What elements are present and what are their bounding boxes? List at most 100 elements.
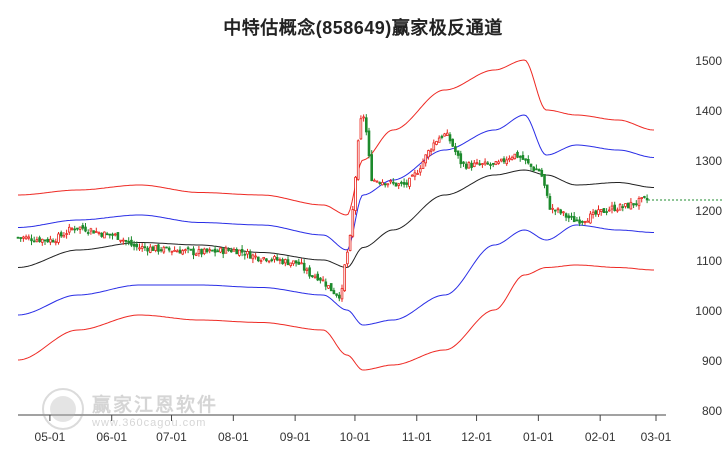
candle-body — [167, 247, 171, 251]
candle-body — [483, 161, 487, 165]
candle-body — [181, 250, 185, 255]
candle-body — [281, 259, 284, 265]
candle-body — [516, 151, 519, 158]
candle-body — [97, 232, 101, 235]
band-inner-lower-line — [17, 224, 654, 326]
candle-body — [140, 246, 144, 249]
candle-body — [599, 209, 603, 212]
candle-body — [562, 211, 565, 214]
y-tick-label: 1400 — [695, 104, 722, 118]
candle-body — [278, 259, 282, 261]
candle-body — [232, 249, 236, 252]
candle-body — [151, 246, 155, 251]
candle-body — [559, 209, 562, 214]
candle-body — [197, 249, 201, 254]
candle-body — [184, 249, 187, 252]
candle-body — [200, 248, 203, 255]
candle-body — [135, 243, 139, 248]
candle-body — [437, 137, 441, 143]
candle-body — [76, 227, 79, 230]
candle-body — [618, 204, 622, 211]
candle-body — [286, 259, 290, 266]
candle-body — [497, 161, 500, 164]
candle-body — [575, 219, 579, 222]
candle-body — [362, 116, 365, 119]
candle-body — [462, 161, 465, 164]
candle-body — [103, 231, 106, 239]
candle-body — [208, 249, 212, 252]
candle-body — [68, 226, 71, 233]
candle-body — [267, 260, 271, 263]
candle-body — [594, 210, 598, 215]
x-tick-label: 10-01 — [340, 430, 371, 444]
x-tick-label: 11-01 — [402, 430, 432, 444]
candle-body — [159, 249, 163, 252]
y-tick-label: 800 — [702, 404, 722, 418]
candle-body — [348, 235, 352, 251]
candle-body — [629, 201, 633, 210]
candle-body — [259, 260, 263, 263]
candle-body — [616, 209, 619, 212]
candle-body — [57, 233, 60, 243]
candle-body — [243, 253, 247, 256]
candle-body — [359, 118, 363, 140]
candle-body — [86, 232, 90, 234]
candle-body — [62, 234, 66, 238]
candle-body — [343, 264, 346, 291]
candle-body — [127, 240, 131, 243]
candle-body — [59, 232, 63, 237]
candle-body — [429, 149, 433, 152]
candle-body — [354, 176, 357, 211]
candle-body — [491, 162, 495, 165]
candle-body — [556, 208, 560, 211]
x-tick-label: 01-01 — [523, 430, 554, 444]
candle-body — [310, 275, 314, 277]
candle-body — [170, 250, 174, 253]
x-tick-label: 08-01 — [218, 430, 249, 444]
candle-body — [543, 174, 546, 186]
candle-body — [383, 183, 387, 186]
candle-body — [578, 219, 581, 224]
candle-body — [502, 158, 506, 163]
candle-body — [413, 172, 417, 177]
candle-body — [494, 161, 498, 166]
candle-body — [532, 166, 535, 171]
candle-body — [251, 254, 255, 260]
candle-body — [308, 267, 311, 277]
watermark-name: 赢家江恩软件 — [92, 394, 219, 416]
candle-body — [424, 154, 427, 164]
candle-body — [586, 220, 589, 223]
candle-body — [81, 225, 85, 229]
candle-body — [30, 238, 33, 242]
candle-body — [572, 216, 576, 223]
watermark-url: www.360cagou.com — [92, 416, 207, 429]
candle-body — [499, 158, 503, 162]
candle-body — [292, 260, 295, 265]
candle-body — [178, 249, 182, 254]
candle-body — [459, 153, 463, 165]
candle-body — [397, 183, 400, 186]
candle-body — [148, 246, 152, 253]
candle-body — [27, 236, 31, 239]
candle-body — [567, 215, 571, 219]
candle-body — [235, 249, 239, 255]
candle-body — [95, 231, 98, 233]
candle-body — [486, 162, 490, 165]
candle-body — [294, 260, 298, 264]
candle-body — [535, 168, 538, 171]
candle-body — [319, 277, 322, 281]
candle-body — [146, 247, 149, 252]
candle-body — [111, 233, 114, 236]
candle-body — [405, 182, 409, 185]
candle-body — [472, 162, 476, 167]
x-tick-label: 07-01 — [156, 430, 187, 444]
candle-body — [297, 261, 301, 265]
candle-body — [270, 259, 274, 262]
y-tick-label: 900 — [702, 354, 722, 368]
candle-body — [19, 237, 22, 239]
candle-body — [464, 163, 468, 169]
candle-body — [32, 240, 36, 243]
candle-body — [508, 158, 511, 161]
candle-body — [608, 209, 611, 212]
